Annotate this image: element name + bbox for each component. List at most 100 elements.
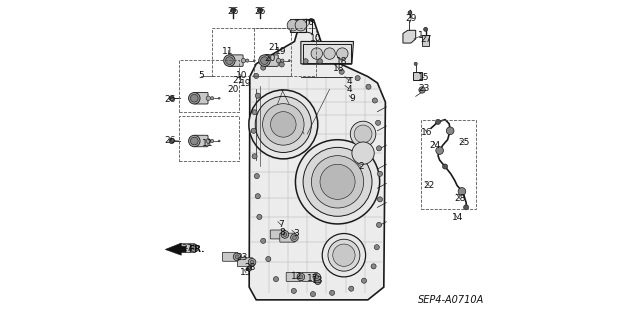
Circle shape (376, 120, 381, 125)
Circle shape (177, 246, 182, 251)
Circle shape (206, 139, 211, 143)
Circle shape (315, 275, 319, 279)
Circle shape (378, 171, 383, 176)
Circle shape (317, 59, 323, 64)
Text: 23: 23 (419, 84, 429, 93)
Circle shape (266, 256, 271, 262)
Circle shape (262, 104, 304, 145)
Circle shape (295, 19, 307, 31)
FancyBboxPatch shape (194, 93, 208, 104)
Circle shape (235, 255, 239, 259)
Text: 20: 20 (264, 54, 275, 63)
Circle shape (191, 137, 198, 145)
Circle shape (376, 146, 381, 151)
Circle shape (313, 273, 321, 281)
Circle shape (442, 164, 447, 169)
Circle shape (191, 94, 198, 102)
Circle shape (414, 62, 417, 65)
Text: 5: 5 (198, 71, 204, 80)
Text: 19: 19 (240, 79, 252, 88)
Bar (253, 28, 316, 76)
Circle shape (378, 197, 383, 202)
Circle shape (349, 286, 354, 291)
Circle shape (271, 112, 296, 137)
Circle shape (253, 60, 255, 62)
Text: 6: 6 (307, 18, 313, 27)
Text: 18: 18 (333, 64, 345, 73)
Circle shape (251, 128, 256, 133)
Circle shape (170, 141, 173, 144)
Circle shape (330, 290, 335, 295)
Text: 8: 8 (280, 228, 285, 237)
Circle shape (246, 59, 249, 62)
Circle shape (419, 87, 425, 93)
Text: 27: 27 (420, 35, 431, 44)
Text: 7: 7 (278, 220, 284, 229)
Text: 12: 12 (291, 272, 303, 281)
Text: 17: 17 (307, 274, 318, 283)
Circle shape (366, 84, 371, 89)
Circle shape (281, 59, 284, 62)
Circle shape (311, 48, 323, 59)
Text: 26: 26 (254, 7, 266, 16)
Circle shape (350, 121, 376, 147)
Circle shape (292, 236, 296, 240)
FancyBboxPatch shape (286, 272, 301, 281)
Circle shape (354, 125, 372, 143)
Text: 26: 26 (228, 7, 239, 16)
Text: 15: 15 (240, 268, 252, 277)
Bar (422, 120, 476, 209)
Circle shape (320, 164, 355, 199)
Circle shape (218, 140, 220, 142)
FancyBboxPatch shape (229, 55, 243, 66)
Circle shape (223, 55, 235, 66)
Text: 19: 19 (275, 47, 287, 56)
Text: 18: 18 (336, 57, 348, 66)
Text: 10: 10 (236, 71, 247, 80)
Circle shape (279, 62, 284, 67)
Polygon shape (165, 243, 186, 255)
Circle shape (446, 127, 454, 135)
Text: 14: 14 (451, 213, 463, 222)
Text: 15: 15 (419, 73, 429, 82)
Bar (212, 28, 291, 76)
Circle shape (237, 257, 244, 263)
Circle shape (193, 246, 196, 250)
Circle shape (248, 258, 256, 266)
Circle shape (189, 93, 200, 104)
Text: 28: 28 (454, 194, 465, 203)
Circle shape (250, 260, 254, 264)
Circle shape (339, 69, 344, 74)
Text: 21: 21 (232, 76, 243, 85)
Circle shape (252, 154, 257, 159)
Bar (179, 116, 239, 161)
Text: 26: 26 (164, 95, 176, 104)
Text: SEP4-A0710A: SEP4-A0710A (419, 295, 484, 306)
Text: 24: 24 (430, 141, 441, 150)
Text: FR.: FR. (189, 245, 205, 254)
Circle shape (310, 292, 316, 297)
Circle shape (374, 245, 380, 250)
Circle shape (328, 239, 360, 271)
FancyBboxPatch shape (237, 258, 253, 267)
Circle shape (260, 238, 266, 243)
Circle shape (233, 253, 241, 261)
Polygon shape (403, 30, 416, 43)
FancyBboxPatch shape (194, 135, 208, 147)
Circle shape (303, 59, 308, 64)
Circle shape (463, 205, 468, 210)
Circle shape (372, 98, 378, 103)
Circle shape (362, 278, 367, 283)
Text: 29: 29 (406, 14, 417, 23)
Circle shape (337, 48, 348, 59)
Circle shape (259, 55, 270, 66)
Circle shape (255, 194, 260, 199)
Circle shape (249, 90, 318, 159)
Bar (303, 44, 351, 63)
Text: 11: 11 (202, 139, 214, 148)
Circle shape (376, 222, 381, 227)
Circle shape (435, 119, 440, 124)
Circle shape (257, 8, 262, 13)
FancyBboxPatch shape (264, 55, 278, 66)
Text: 2: 2 (358, 162, 364, 171)
